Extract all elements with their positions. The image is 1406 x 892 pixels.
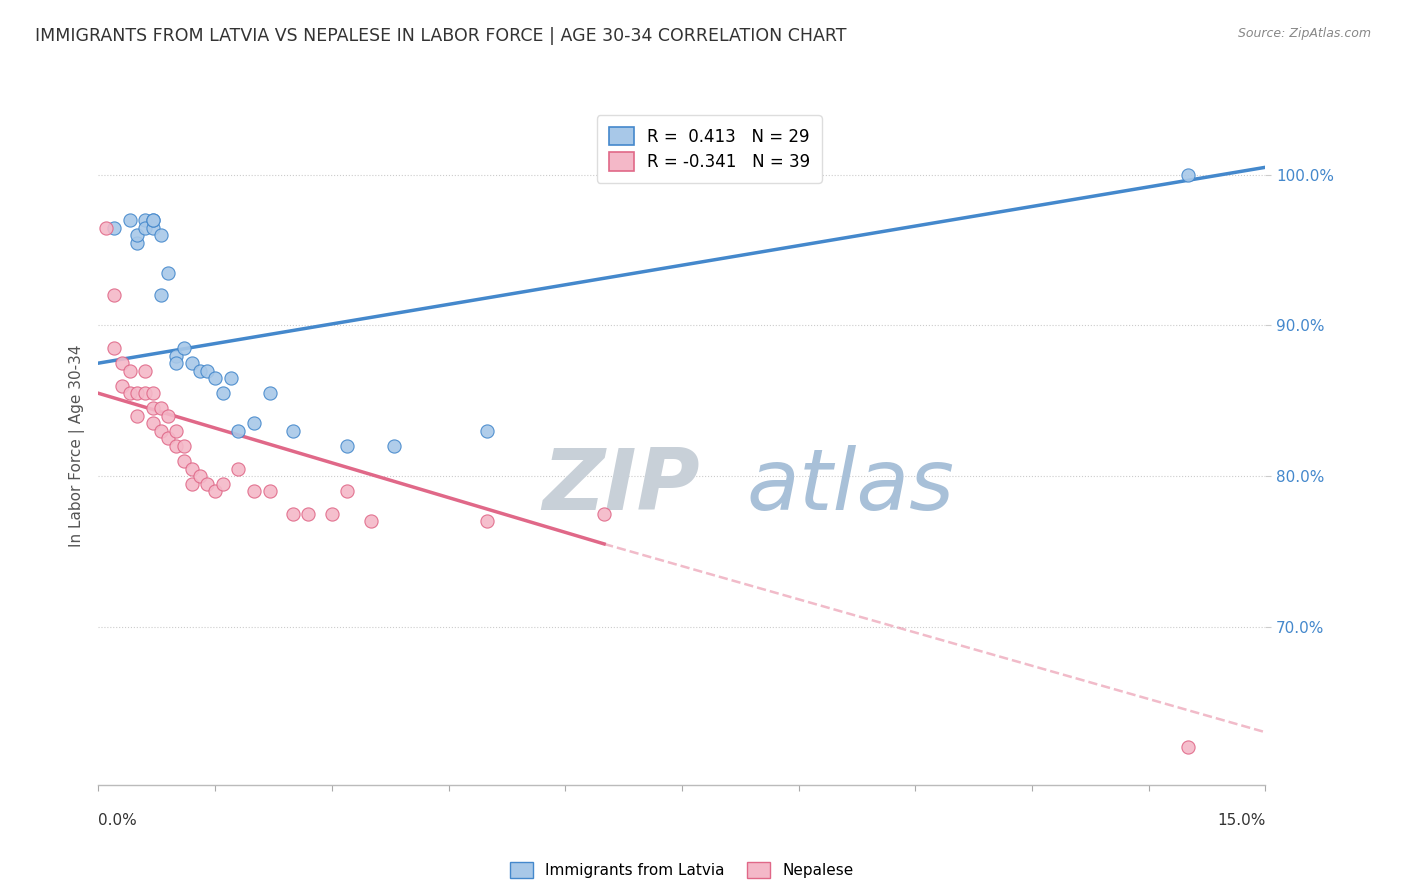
Point xyxy=(360,514,382,528)
Text: IMMIGRANTS FROM LATVIA VS NEPALESE IN LABOR FORCE | AGE 30-34 CORRELATION CHART: IMMIGRANTS FROM LATVIA VS NEPALESE IN LA… xyxy=(35,27,846,45)
Point xyxy=(165,424,187,438)
Point xyxy=(243,484,266,499)
Point xyxy=(228,461,250,475)
Point xyxy=(157,432,180,446)
Point xyxy=(1177,740,1199,755)
Point xyxy=(180,476,202,491)
Point xyxy=(142,213,165,227)
Point xyxy=(336,484,359,499)
Point xyxy=(477,424,499,438)
Point xyxy=(103,341,125,355)
Text: 15.0%: 15.0% xyxy=(1218,814,1265,828)
Point xyxy=(118,364,141,378)
Point xyxy=(321,507,343,521)
Point xyxy=(188,469,211,483)
Point xyxy=(212,386,235,401)
Point xyxy=(259,484,281,499)
Point xyxy=(111,356,134,370)
Point xyxy=(134,220,156,235)
Point xyxy=(212,476,235,491)
Point xyxy=(142,386,165,401)
Point xyxy=(149,288,172,302)
Point xyxy=(111,378,134,392)
Text: Source: ZipAtlas.com: Source: ZipAtlas.com xyxy=(1237,27,1371,40)
Point xyxy=(173,439,195,453)
Point xyxy=(173,454,195,468)
Text: 0.0%: 0.0% xyxy=(98,814,138,828)
Point xyxy=(127,409,149,423)
Point xyxy=(127,228,149,243)
Point xyxy=(195,364,218,378)
Point xyxy=(134,386,156,401)
Point xyxy=(165,349,187,363)
Point xyxy=(188,364,211,378)
Point xyxy=(195,476,218,491)
Point xyxy=(180,356,202,370)
Point xyxy=(157,409,180,423)
Point xyxy=(336,439,359,453)
Point xyxy=(1177,168,1199,182)
Point xyxy=(281,507,304,521)
Point xyxy=(142,213,165,227)
Point xyxy=(243,417,266,431)
Text: atlas: atlas xyxy=(747,445,955,528)
Point xyxy=(180,461,202,475)
Point xyxy=(134,213,156,227)
Point xyxy=(134,364,156,378)
Point xyxy=(149,424,172,438)
Point xyxy=(149,228,172,243)
Point xyxy=(228,424,250,438)
Point xyxy=(149,401,172,416)
Legend: R =  0.413   N = 29, R = -0.341   N = 39: R = 0.413 N = 29, R = -0.341 N = 39 xyxy=(598,115,821,183)
Y-axis label: In Labor Force | Age 30-34: In Labor Force | Age 30-34 xyxy=(69,344,84,548)
Point xyxy=(142,401,165,416)
Point xyxy=(593,507,616,521)
Point xyxy=(281,424,304,438)
Point xyxy=(103,220,125,235)
Point xyxy=(259,386,281,401)
Point xyxy=(127,235,149,250)
Point xyxy=(219,371,242,385)
Point xyxy=(204,484,226,499)
Point xyxy=(165,356,187,370)
Point xyxy=(118,213,141,227)
Text: ZIP: ZIP xyxy=(541,445,700,528)
Point xyxy=(103,288,125,302)
Point xyxy=(165,439,187,453)
Point xyxy=(382,439,405,453)
Point xyxy=(204,371,226,385)
Legend: Immigrants from Latvia, Nepalese: Immigrants from Latvia, Nepalese xyxy=(503,855,860,884)
Point xyxy=(96,220,118,235)
Point xyxy=(157,266,180,280)
Point xyxy=(118,386,141,401)
Point xyxy=(297,507,319,521)
Point xyxy=(142,220,165,235)
Point xyxy=(142,417,165,431)
Point xyxy=(127,386,149,401)
Point xyxy=(477,514,499,528)
Point xyxy=(173,341,195,355)
